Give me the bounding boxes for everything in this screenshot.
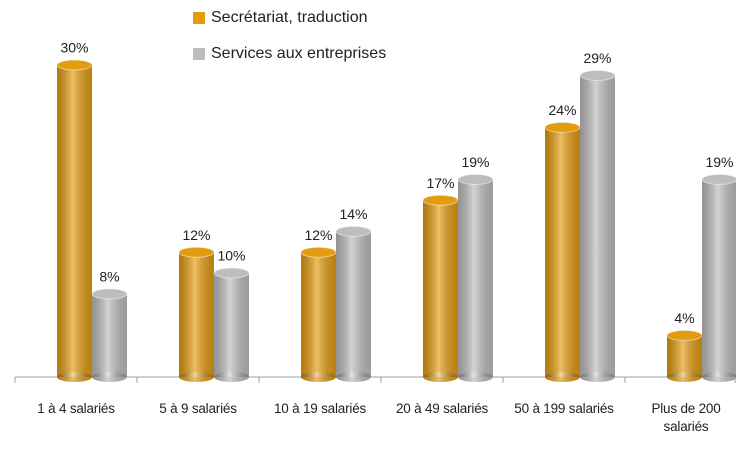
data-label: 24% <box>548 102 576 118</box>
data-label: 12% <box>304 227 332 243</box>
bar-top <box>91 288 128 300</box>
data-label: 4% <box>674 310 694 326</box>
x-tick-label: 20 à 49 salariés <box>395 401 489 416</box>
bar-top <box>178 246 215 258</box>
bar-top <box>544 121 581 133</box>
data-label: 17% <box>426 175 454 191</box>
data-label: 10% <box>217 248 245 264</box>
bar-shade <box>214 273 249 377</box>
bar-shade <box>336 231 371 377</box>
bar-shade <box>580 75 615 378</box>
bar-top <box>213 267 250 279</box>
data-label: 30% <box>60 40 88 56</box>
legend-label: Secrétariat, traduction <box>211 9 368 26</box>
x-tick-label: 5 à 9 salariés <box>159 401 237 416</box>
data-label: 8% <box>99 269 119 285</box>
bar-shade <box>458 179 493 377</box>
x-tick-label: 10 à 19 salariés <box>273 401 367 416</box>
bar-top <box>666 329 703 341</box>
bar-top <box>457 173 494 185</box>
data-label: 29% <box>583 50 611 66</box>
bar-top <box>579 69 616 81</box>
data-label: 12% <box>182 227 210 243</box>
bar-top <box>56 59 93 71</box>
x-tick-label: 1 à 4 salariés <box>37 401 115 416</box>
bar-shade <box>545 127 580 378</box>
bar-top <box>422 194 459 206</box>
bar-shade <box>667 335 702 377</box>
bar-shade <box>423 200 458 377</box>
bar-shade <box>301 252 336 377</box>
legend-swatch <box>193 12 205 24</box>
x-tick-label: Plus de 200 salariés <box>651 401 721 434</box>
data-label: 19% <box>705 154 733 170</box>
data-label: 19% <box>461 154 489 170</box>
bar-shade <box>57 65 92 377</box>
data-label: 14% <box>339 206 367 222</box>
legend-label: Services aux entreprises <box>211 45 386 62</box>
bar-shade <box>92 293 127 377</box>
bar-shade <box>179 252 214 377</box>
bar-top <box>300 246 337 258</box>
bar-shade <box>702 179 736 377</box>
legend-swatch <box>193 48 205 60</box>
x-tick-label: 50 à 199 salariés <box>514 401 614 416</box>
bar-top <box>701 173 736 185</box>
bar-top <box>335 225 372 237</box>
